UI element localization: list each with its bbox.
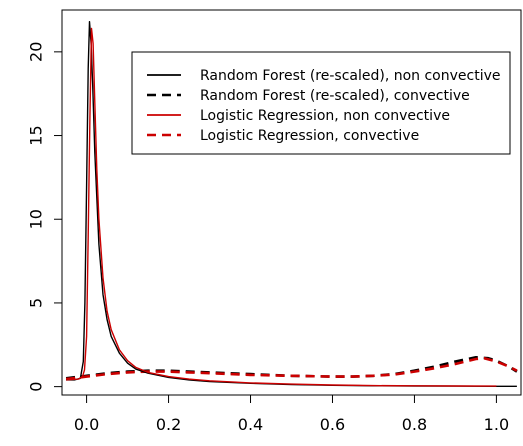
legend-box bbox=[131, 51, 511, 155]
y-tick-label: 5 bbox=[27, 298, 46, 308]
legend-label-3: Logistic Regression, non convective bbox=[200, 108, 450, 124]
legend-label-2: Random Forest (re-scaled), convective bbox=[200, 88, 470, 104]
series-line-4 bbox=[65, 356, 518, 381]
x-tick-label: 0.6 bbox=[320, 415, 345, 434]
x-tick-label: 0.2 bbox=[156, 415, 181, 434]
y-tick-label: 10 bbox=[27, 209, 46, 229]
y-tick-label: 20 bbox=[27, 42, 46, 62]
legend-label-1: Random Forest (re-scaled), non convectiv… bbox=[200, 68, 501, 84]
plot-area bbox=[65, 21, 518, 387]
x-axis: 0.0 0.2 0.4 0.6 0.8 1.0 bbox=[74, 394, 509, 434]
series-line-3 bbox=[66, 27, 497, 387]
y-tick-label: 15 bbox=[27, 125, 46, 145]
y-tick-label: 0 bbox=[27, 382, 46, 392]
x-tick-label: 0.0 bbox=[74, 415, 99, 434]
legend-label-4: Logistic Regression, convective bbox=[200, 128, 419, 144]
x-tick-label: 0.4 bbox=[238, 415, 263, 434]
x-tick-label: 0.8 bbox=[402, 415, 427, 434]
x-tick-label: 1.0 bbox=[484, 415, 509, 434]
y-axis: 0 5 10 15 20 bbox=[27, 42, 63, 392]
legend: Random Forest (re-scaled), non convectiv… bbox=[131, 51, 511, 155]
